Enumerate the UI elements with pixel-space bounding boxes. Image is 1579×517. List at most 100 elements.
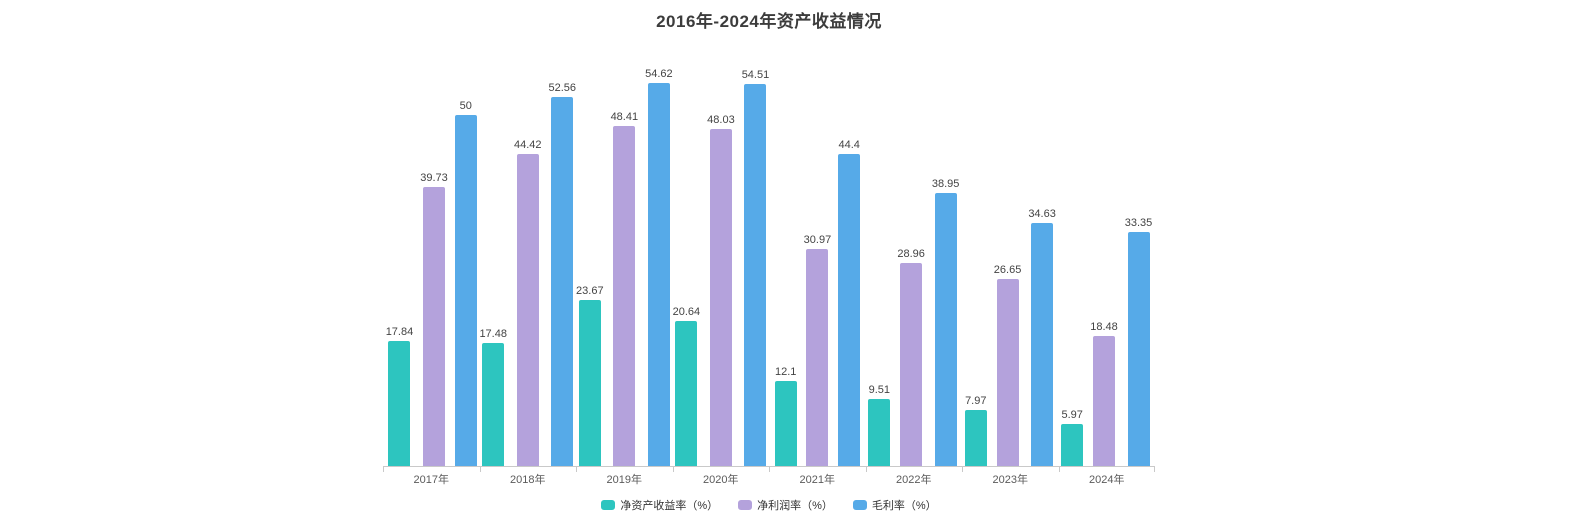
axis-tick <box>1154 467 1155 472</box>
bar[interactable] <box>516 154 539 466</box>
value-label: 12.1 <box>774 366 797 378</box>
bar[interactable] <box>996 279 1019 466</box>
bar[interactable] <box>934 193 957 466</box>
value-label: 39.73 <box>420 172 448 184</box>
bar-column: 48.03 <box>707 114 735 466</box>
value-label: 44.4 <box>838 139 860 151</box>
bar-group: 17.48 44.42 52.56 <box>479 45 576 466</box>
value-label: 28.96 <box>897 248 925 260</box>
legend-label: 净资产收益率（%） <box>620 500 719 512</box>
value-label: 26.65 <box>993 264 1022 276</box>
value-label: 18.48 <box>1090 321 1118 333</box>
bar[interactable] <box>964 410 987 466</box>
bar[interactable] <box>1092 336 1115 466</box>
plot-area: 17.84 39.73 50 17.48 44.42 52.56 23.67 48.41 54.… <box>383 45 1155 472</box>
value-label: 7.97 <box>965 395 987 407</box>
x-axis-label: 2019年 <box>606 474 642 486</box>
bar[interactable] <box>454 115 477 466</box>
value-label: 17.48 <box>479 328 507 340</box>
bar[interactable] <box>774 381 797 466</box>
value-label: 34.63 <box>1028 208 1056 220</box>
legend-label: 净利润率（%） <box>757 500 833 512</box>
x-axis-label: 2022年 <box>896 474 932 486</box>
axis-tick <box>865 467 867 472</box>
x-axis-label: 2021年 <box>799 474 835 486</box>
bar-group: 5.97 18.48 33.35 <box>1059 45 1155 466</box>
x-axis-label: 2017年 <box>413 474 449 486</box>
value-label: 23.67 <box>576 285 604 297</box>
bar-column: 38.95 <box>931 178 960 466</box>
bar-column: 26.65 <box>993 264 1022 466</box>
bar[interactable] <box>806 249 829 466</box>
axis-tick <box>479 467 481 472</box>
bar-column: 54.51 <box>741 69 770 466</box>
bar-groups: 17.84 39.73 50 17.48 44.42 52.56 23.67 48.41 54.… <box>383 45 1155 466</box>
bar[interactable] <box>675 321 698 466</box>
legend-label: 毛利率（%） <box>871 500 937 512</box>
value-label: 17.84 <box>385 326 414 338</box>
bar-group: 12.1 30.97 44.4 <box>769 45 865 466</box>
bar[interactable] <box>744 84 767 466</box>
value-label: 44.42 <box>513 139 542 151</box>
bar-group: 9.51 28.96 38.95 <box>866 45 962 466</box>
bar-column: 54.62 <box>645 68 673 466</box>
bar[interactable] <box>1031 223 1054 466</box>
bar[interactable] <box>388 341 411 466</box>
value-label: 5.97 <box>1061 409 1083 421</box>
bar-column: 48.41 <box>610 111 639 466</box>
value-label: 48.03 <box>707 114 735 126</box>
bar-column: 9.51 <box>868 384 891 466</box>
bar-column: 52.56 <box>548 82 577 466</box>
legend-item[interactable]: 净利润率（%） <box>738 497 833 513</box>
bar[interactable] <box>1061 424 1084 466</box>
x-axis-labels: 2017年 2018年 2019年 2020年 2021年 2022年 2023年 2024年 <box>383 471 1155 487</box>
legend-item[interactable]: 毛利率（%） <box>852 497 937 513</box>
chart-title: 2016年-2024年资产收益情况 <box>656 12 882 31</box>
bar-column: 12.1 <box>774 366 797 466</box>
bar-column: 20.64 <box>672 306 701 466</box>
axis-tick <box>576 467 577 472</box>
bar-column: 17.84 <box>385 326 414 466</box>
value-label: 54.62 <box>645 68 673 80</box>
value-label: 54.51 <box>741 69 770 81</box>
x-axis-label: 2023年 <box>992 474 1028 486</box>
axis-tick <box>769 467 770 472</box>
value-label: 52.56 <box>548 82 577 94</box>
bar[interactable] <box>868 399 891 466</box>
axis-tick <box>1058 467 1060 472</box>
legend-marker-icon <box>738 500 753 510</box>
bar[interactable] <box>900 263 923 466</box>
bar[interactable] <box>578 300 601 466</box>
bar-column: 44.42 <box>514 139 542 466</box>
bar[interactable] <box>1127 232 1150 466</box>
bar[interactable] <box>551 97 574 466</box>
bar[interactable] <box>709 129 732 466</box>
value-label: 50 <box>459 100 472 112</box>
bar[interactable] <box>647 83 670 466</box>
bar-column: 33.35 <box>1125 217 1152 466</box>
axis-tick <box>962 467 963 472</box>
value-label: 20.64 <box>672 306 701 318</box>
value-label: 9.51 <box>868 384 891 396</box>
bar-group: 17.84 39.73 50 <box>383 45 479 466</box>
bar-column: 50 <box>454 100 477 466</box>
x-axis-label: 2024年 <box>1089 474 1125 486</box>
bar-column: 5.97 <box>1061 409 1084 466</box>
legend: 净资产收益率（%） 净利润率（%） 毛利率（%） <box>383 497 1155 513</box>
bar[interactable] <box>422 187 445 466</box>
bar-column: 44.4 <box>838 139 861 466</box>
bar[interactable] <box>613 126 636 466</box>
value-label: 30.97 <box>803 234 832 246</box>
bar-group: 23.67 48.41 54.62 <box>576 45 673 466</box>
bar-column: 39.73 <box>420 172 448 466</box>
value-label: 38.95 <box>931 178 960 190</box>
legend-item[interactable]: 净资产收益率（%） <box>601 497 718 513</box>
bar-column: 34.63 <box>1028 208 1056 466</box>
bar[interactable] <box>482 343 505 466</box>
bar-column: 30.97 <box>803 234 832 466</box>
legend-marker-icon <box>852 500 867 510</box>
bar[interactable] <box>838 154 861 466</box>
axis-tick <box>383 467 384 472</box>
value-label: 48.41 <box>610 111 639 123</box>
